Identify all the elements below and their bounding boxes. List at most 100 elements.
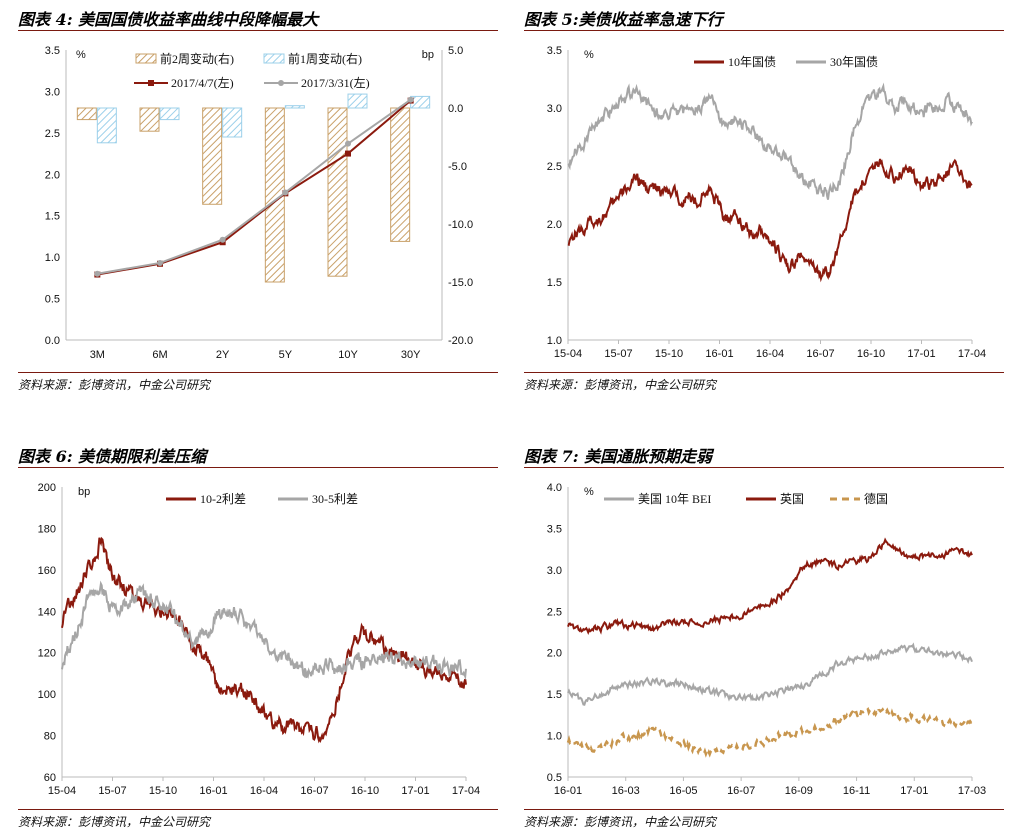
title-rule <box>18 467 498 468</box>
source-rule <box>18 372 498 373</box>
marker-2017-3-31 <box>157 259 163 266</box>
series-line-1 <box>567 642 973 706</box>
x-tick-label: 17-01 <box>900 785 928 797</box>
y-tick-label: 3.0 <box>45 86 60 98</box>
x-tick-label: 16-01 <box>554 785 582 797</box>
panel-yield-curve: 图表 4: 美国国债收益率曲线中段降幅最大 0.0 0.5 1.0 1.5 2.0 2.5… <box>18 0 498 400</box>
x-tick-label: 2Y <box>216 349 230 361</box>
y-tick-label: 140 <box>38 606 56 618</box>
marker-2017-3-31 <box>94 270 101 277</box>
y-tick-label: 0.5 <box>45 294 60 306</box>
series-line-2 <box>567 537 973 635</box>
x-tick-label: 15-07 <box>604 348 632 360</box>
marker-2017-4-7 <box>345 150 351 157</box>
x-tick-label: 15-07 <box>98 785 126 797</box>
x-tick-label: 16-05 <box>669 785 697 797</box>
chart-term-spread: 60 80 100 120 140 160 180 200 15-04 15-07 15-10 16-… <box>38 482 480 797</box>
source-rule <box>18 809 498 810</box>
y-tick-label: 0.0 <box>45 335 60 347</box>
bar-1w-change <box>284 105 305 109</box>
bar-2w-change <box>202 107 223 205</box>
marker-2017-3-31 <box>282 189 289 196</box>
y-tick-label: 180 <box>38 523 56 535</box>
y-tick-label: 0.5 <box>547 772 562 784</box>
y-tick-label: 80 <box>44 731 56 743</box>
x-tick-label: 16-09 <box>785 785 813 797</box>
y-tick-label: 2.0 <box>547 219 562 231</box>
y-tick-label: 2.5 <box>45 128 60 140</box>
legend-label-1: 10年国债 <box>728 55 776 69</box>
legend-label-1: 美国 10年 BEI <box>638 492 711 506</box>
y-tick-label: 160 <box>38 565 56 577</box>
series-line-3 <box>566 706 973 759</box>
y-tick-label: -10.0 <box>448 219 473 231</box>
source-note: 资料来源：彭博资讯，中金公司研究 <box>524 815 717 829</box>
x-tick-label: 15-10 <box>655 348 683 360</box>
title-rule <box>18 30 498 31</box>
bar-1w-change <box>159 107 180 121</box>
legend-label-0331: 2017/3/31(左) <box>301 75 370 90</box>
x-tick-label: 16-07 <box>806 348 834 360</box>
series-line-2 <box>567 82 973 200</box>
y-tick-label: -15.0 <box>448 277 473 289</box>
legend-label-2: 30-5利差 <box>312 492 358 506</box>
legend-label-3: 德国 <box>864 491 888 506</box>
marker-2017-3-31 <box>345 140 351 147</box>
y-tick-label: 1.0 <box>547 731 562 743</box>
source-note: 资料来源：彭博资讯，中金公司研究 <box>18 378 211 392</box>
x-tick-label: 16-04 <box>250 785 278 797</box>
title-rule <box>524 467 1004 468</box>
y-tick-label: 5.0 <box>448 45 463 57</box>
legend-label-1w: 前1周变动(右) <box>288 51 362 66</box>
series-line-1 <box>567 158 973 283</box>
unit-label: % <box>584 486 594 498</box>
y-tick-label: 3.0 <box>547 103 562 115</box>
line-2017-3-31 <box>97 98 412 275</box>
y-tick-label: 1.0 <box>45 252 60 264</box>
x-tick-label: 16-10 <box>857 348 885 360</box>
panel-title: 图表 4: 美国国债收益率曲线中段降幅最大 <box>18 10 319 29</box>
x-tick-label: 17-03 <box>958 785 986 797</box>
series-line-2 <box>61 580 467 681</box>
panel-term-spread: 图表 6: 美债期限利差压缩 60 80 100 120 140 160 180 200 15-… <box>18 437 498 837</box>
y-tick-label: 1.0 <box>547 335 562 347</box>
y-tick-label: 2.0 <box>45 169 60 181</box>
chart-yield-curve: 0.0 0.5 1.0 1.5 2.0 2.5 3.0 3.5 -20.0 -15.0 -10.0 -… <box>45 45 473 361</box>
y-tick-label: 200 <box>38 482 56 494</box>
y-tick-label: 2.0 <box>547 648 562 660</box>
unit-label: % <box>584 49 594 61</box>
x-tick-label: 16-01 <box>199 785 227 797</box>
x-tick-label: 17-04 <box>958 348 986 360</box>
y-tick-label: 60 <box>44 772 56 784</box>
x-tick-label: 16-07 <box>300 785 328 797</box>
x-tick-label: 15-04 <box>48 785 76 797</box>
y-tick-label: 3.0 <box>547 565 562 577</box>
y-tick-label: 1.5 <box>547 689 562 701</box>
panel-title: 图表 6: 美债期限利差压缩 <box>18 447 207 466</box>
y-tick-label: 0.0 <box>448 103 463 115</box>
legend-swatch-2w <box>135 53 157 64</box>
y-tick-label: 1.5 <box>45 211 60 223</box>
y-tick-label: -5.0 <box>448 161 467 173</box>
panel-treasury-yields: 图表 5:美债收益率急速下行 1.0 1.5 2.0 2.5 3.0 3.5 15-04 15… <box>524 0 1004 400</box>
y-tick-label: 4.0 <box>547 482 562 494</box>
legend-swatch-1w <box>263 53 285 64</box>
legend-label-0407: 2017/4/7(左) <box>171 75 234 90</box>
x-tick-label: 17-04 <box>452 785 480 797</box>
legend-marker-0407 <box>148 80 154 86</box>
marker-2017-3-31 <box>407 96 414 103</box>
y-tick-label: 3.5 <box>547 523 562 535</box>
bar-1w-change <box>347 93 368 109</box>
x-tick-label: 3M <box>90 349 105 361</box>
y-tick-label: -20.0 <box>448 335 473 347</box>
panel-inflation-expectations: 图表 7: 美国通胀预期走弱 0.5 1.0 1.5 2.0 2.5 3.0 3.5 4.0 1… <box>524 437 1004 837</box>
bar-1w-change <box>222 107 243 138</box>
right-unit-label: bp <box>422 49 434 61</box>
y-tick-label: 100 <box>38 689 56 701</box>
x-tick-label: 16-01 <box>705 348 733 360</box>
y-tick-label: 120 <box>38 648 56 660</box>
x-tick-label: 17-01 <box>401 785 429 797</box>
x-tick-label: 16-07 <box>727 785 755 797</box>
panel-title: 图表 7: 美国通胀预期走弱 <box>524 447 713 466</box>
series-line-1 <box>61 536 467 744</box>
